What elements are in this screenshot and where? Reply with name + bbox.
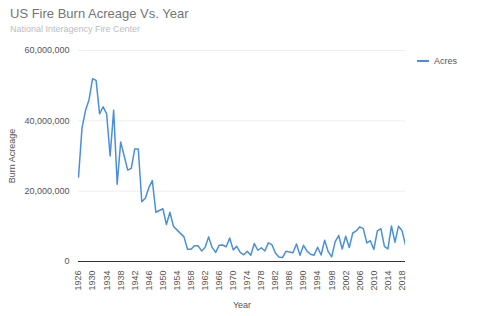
svg-text:0: 0 bbox=[64, 256, 69, 266]
svg-text:1990: 1990 bbox=[298, 271, 308, 291]
svg-text:1958: 1958 bbox=[186, 271, 196, 291]
svg-text:20,000,000: 20,000,000 bbox=[24, 186, 69, 196]
svg-text:1970: 1970 bbox=[228, 271, 238, 291]
svg-text:60,000,000: 60,000,000 bbox=[24, 45, 69, 55]
svg-text:1926: 1926 bbox=[73, 271, 83, 291]
svg-text:2010: 2010 bbox=[369, 271, 379, 291]
svg-text:1966: 1966 bbox=[214, 271, 224, 291]
svg-text:1930: 1930 bbox=[87, 271, 97, 291]
svg-text:1938: 1938 bbox=[116, 271, 126, 291]
svg-text:Year: Year bbox=[233, 300, 251, 310]
svg-text:1946: 1946 bbox=[144, 271, 154, 291]
svg-text:1962: 1962 bbox=[200, 271, 210, 291]
svg-text:1954: 1954 bbox=[172, 271, 182, 291]
svg-text:1942: 1942 bbox=[130, 271, 140, 291]
html-text:US Fire Burn Acreage Vs. Year: US Fire Burn Acreage Vs. Year bbox=[10, 6, 189, 21]
svg-text:1982: 1982 bbox=[270, 271, 280, 291]
svg-text:Burn Acreage: Burn Acreage bbox=[7, 129, 17, 184]
svg-text:1994: 1994 bbox=[312, 271, 322, 291]
svg-text:1950: 1950 bbox=[158, 271, 168, 291]
svg-text:2006: 2006 bbox=[355, 271, 365, 291]
svg-text:40,000,000: 40,000,000 bbox=[24, 116, 69, 126]
svg-text:2002: 2002 bbox=[341, 271, 351, 291]
html-text:Acres: Acres bbox=[434, 56, 457, 66]
svg-text:2014: 2014 bbox=[383, 271, 393, 291]
svg-text:1998: 1998 bbox=[327, 271, 337, 291]
svg-text:1986: 1986 bbox=[284, 271, 294, 291]
svg-text:1978: 1978 bbox=[256, 271, 266, 291]
svg-text:1974: 1974 bbox=[242, 271, 252, 291]
svg-text:1934: 1934 bbox=[102, 271, 112, 291]
html-text:National Interagency Fire Cent: National Interagency Fire Center bbox=[10, 24, 141, 34]
svg-text:2018: 2018 bbox=[397, 271, 407, 291]
